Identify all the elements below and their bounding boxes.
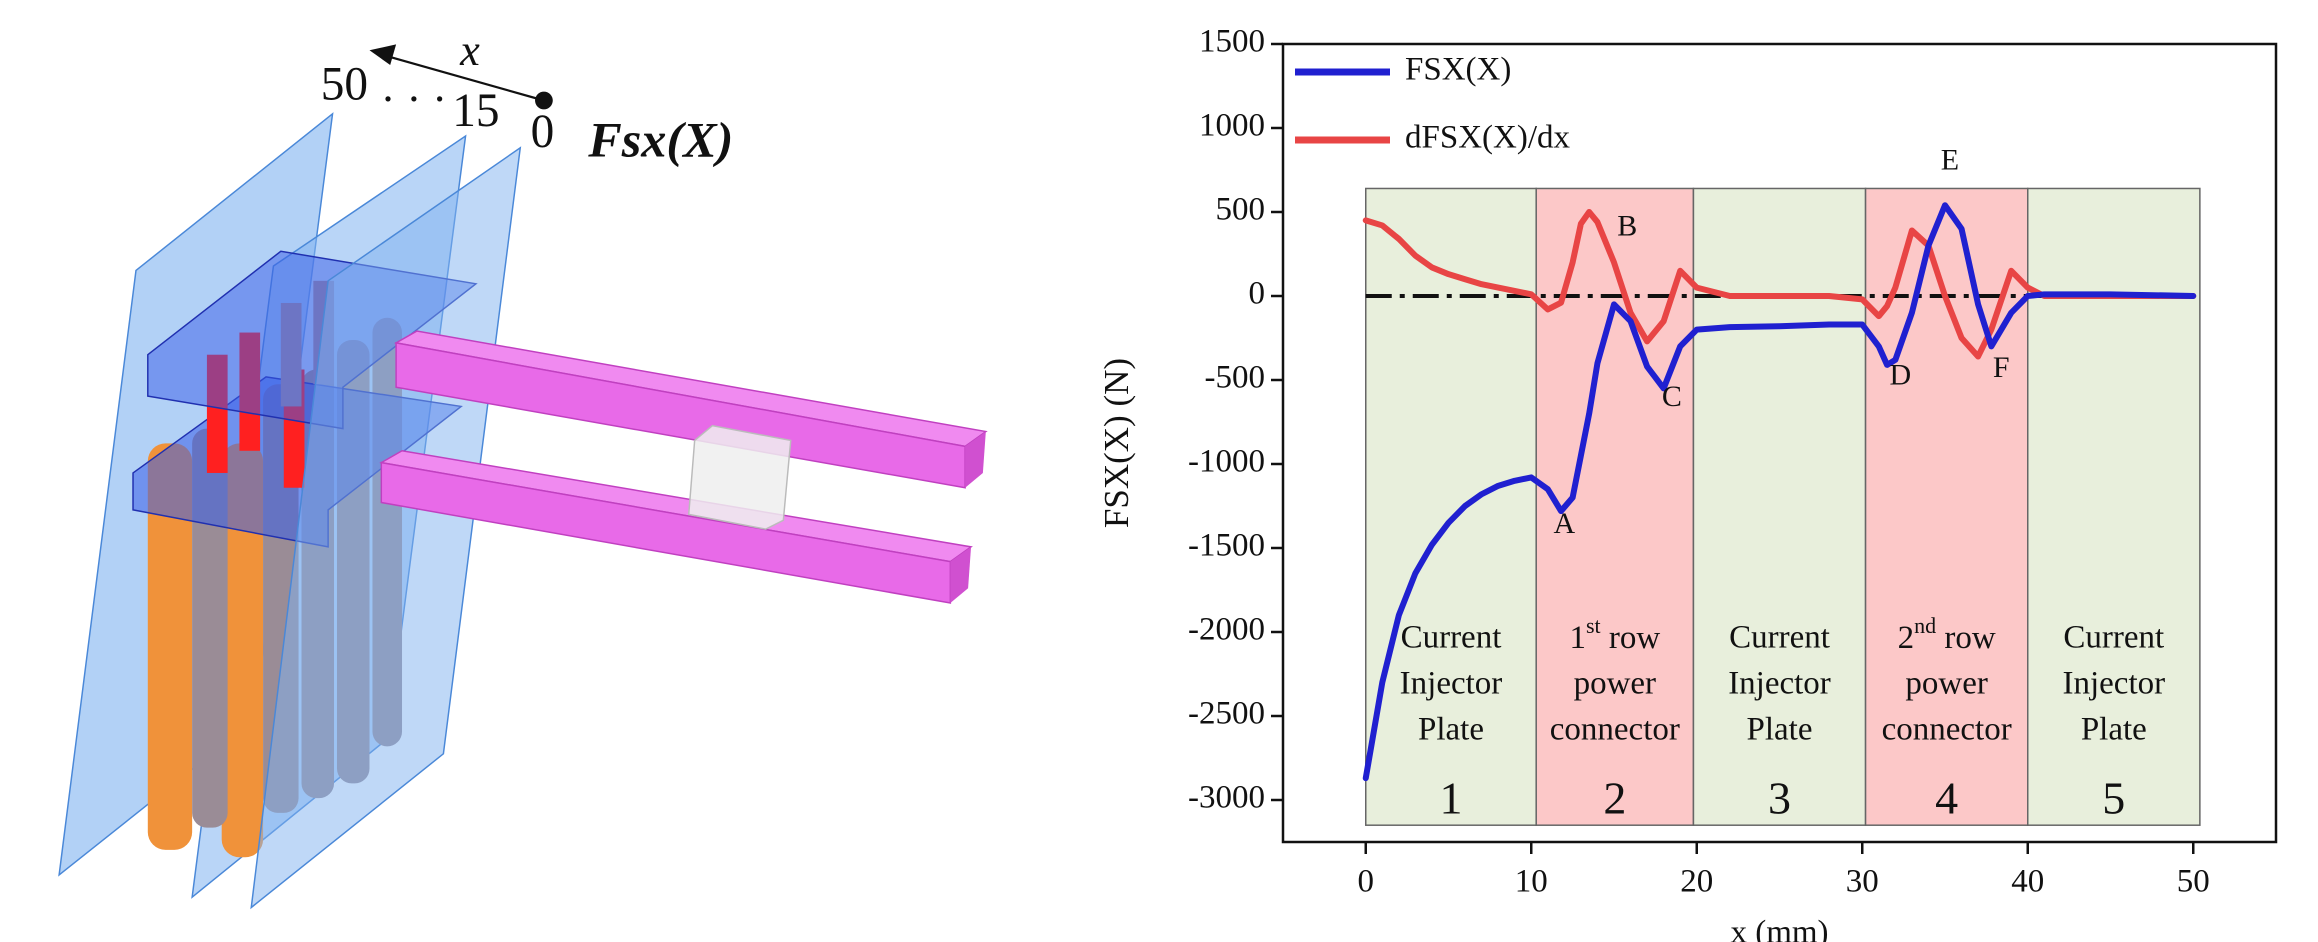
x-tick-label: 50 [2177, 864, 2210, 900]
dots: · · · [381, 74, 447, 124]
region-label: connector [1882, 712, 2012, 748]
region-label: Injector [1728, 666, 1831, 702]
y-axis-label: FSX(X) (N) [1097, 358, 1136, 528]
region-label-part: row [1936, 620, 1996, 656]
y-tick-label: 0 [1249, 276, 1266, 312]
tick: 15 [452, 85, 499, 137]
y-tick-label: -3000 [1188, 780, 1265, 816]
busbar [950, 546, 972, 604]
y-tick-label: 1000 [1199, 108, 1265, 144]
x-tick-label: 20 [1680, 864, 1713, 900]
busbar [965, 431, 986, 488]
rod [147, 443, 193, 850]
y-tick-label: -500 [1205, 360, 1266, 396]
x-tick-label: 40 [2011, 864, 2044, 900]
region-label-sup: st [1586, 613, 1601, 638]
tick: 0 [531, 106, 555, 158]
region-label-part: 2 [1898, 620, 1915, 656]
axis-label: x [459, 25, 480, 75]
y-tick-label: -1000 [1188, 444, 1265, 480]
y-tick-label: -2500 [1188, 696, 1265, 732]
region-number: 5 [2102, 773, 2125, 824]
x-axis-label: x (mm) [1730, 915, 1828, 942]
region-label-sup: nd [1914, 613, 1936, 638]
region-label: Plate [2081, 712, 2147, 748]
y-tick-label: 1500 [1199, 24, 1265, 60]
region-label: Current [2063, 620, 2164, 656]
y-tick-label: -1500 [1188, 528, 1265, 564]
region-label: 1st row [1569, 613, 1660, 656]
series-line [1362, 209, 2197, 360]
region-number: 4 [1935, 773, 1958, 824]
series-line [1362, 202, 2197, 782]
x-tick-label: 10 [1515, 864, 1548, 900]
tick: 50 [321, 59, 368, 111]
x-tick-label: 30 [1846, 864, 1879, 900]
force-label: Fsx(X) [587, 111, 733, 167]
plot-frame [1281, 42, 2278, 844]
region-label: Current [1729, 620, 1830, 656]
region-label: connector [1550, 712, 1680, 748]
illustration: x 50 · · · 15 0 Fsx(X) [58, 25, 988, 910]
axis-arrow [386, 55, 545, 102]
point-annotation: C [1662, 380, 1682, 413]
y-tick-label: -2000 [1188, 612, 1265, 648]
region-label-part: row [1601, 620, 1661, 656]
point-annotation: F [1993, 351, 2010, 384]
region-label-part: 1 [1569, 620, 1586, 656]
region-label: Injector [2063, 666, 2166, 702]
point-annotation: A [1554, 507, 1576, 540]
region-label: Plate [1418, 712, 1484, 748]
point-annotation: D [1889, 358, 1911, 391]
region-number: 3 [1768, 773, 1791, 824]
region-label: Current [1401, 620, 1502, 656]
region-label: 2nd row [1898, 613, 1996, 656]
cube [687, 424, 792, 530]
x-tick-label: 0 [1358, 864, 1375, 900]
region-label: Injector [1400, 666, 1503, 702]
region-number: 2 [1603, 773, 1626, 824]
point-annotation: B [1617, 210, 1637, 243]
region-label: power [1905, 666, 1987, 702]
legend-label: dFSX(X)/dx [1405, 120, 1571, 156]
arrow-head [369, 44, 397, 66]
region-label: Plate [1747, 712, 1813, 748]
region-number: 1 [1439, 773, 1462, 824]
point-annotation: E [1941, 143, 1959, 176]
rod [192, 428, 228, 828]
legend-label: FSX(X) [1405, 52, 1511, 88]
rod [221, 443, 264, 858]
region-label: power [1574, 666, 1656, 702]
y-tick-label: 500 [1216, 192, 1266, 228]
origin-dot [535, 91, 553, 110]
